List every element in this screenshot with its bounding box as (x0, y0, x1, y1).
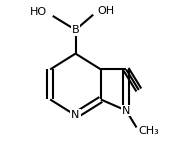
Text: CH₃: CH₃ (139, 126, 160, 136)
Text: N: N (71, 110, 80, 120)
Text: OH: OH (98, 6, 115, 16)
Text: B: B (72, 25, 79, 35)
Text: N: N (122, 106, 130, 116)
Text: HO: HO (30, 7, 47, 17)
